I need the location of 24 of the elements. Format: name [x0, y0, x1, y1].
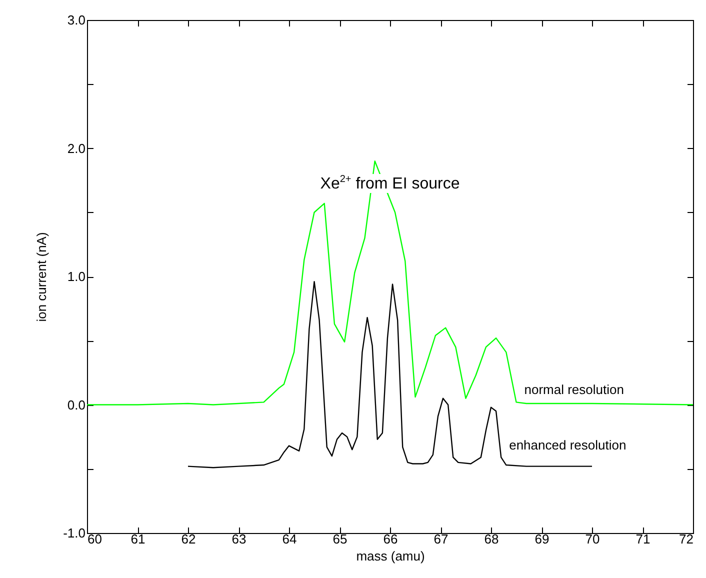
x-tick-label: 69 [534, 532, 550, 546]
x-tick-label: 60 [88, 532, 102, 546]
x-tick-label: 68 [484, 532, 499, 546]
x-tick-label: 66 [383, 532, 398, 546]
x-tick-label: 71 [636, 532, 650, 546]
x-tick-label: 65 [332, 532, 348, 546]
y-tick-label: 2.0 [67, 140, 86, 156]
y-tick-label: -1.0 [63, 526, 86, 540]
line-series [86, 160, 694, 406]
x-axis-title: mass (amu) [356, 548, 425, 564]
y-tick-label: 1.0 [67, 269, 86, 284]
series-label: normal resolution [524, 382, 624, 398]
x-tick-label: 62 [181, 532, 196, 546]
y-axis-title: ion current (nA) [34, 232, 50, 322]
x-tick-label: 63 [232, 532, 246, 546]
x-tick-label: 61 [130, 532, 146, 546]
series-label: enhanced resolution [509, 437, 626, 452]
x-tick-label: 72 [679, 532, 694, 546]
x-tick-label: 64 [282, 532, 297, 546]
y-tick-label: 0.0 [67, 397, 86, 412]
x-tick-label: 70 [585, 532, 600, 546]
y-tick-label: 3.0 [67, 12, 86, 28]
text: Xe$^{2+}$ from EI source [318, 174, 462, 194]
x-tick-label: 67 [434, 532, 448, 546]
